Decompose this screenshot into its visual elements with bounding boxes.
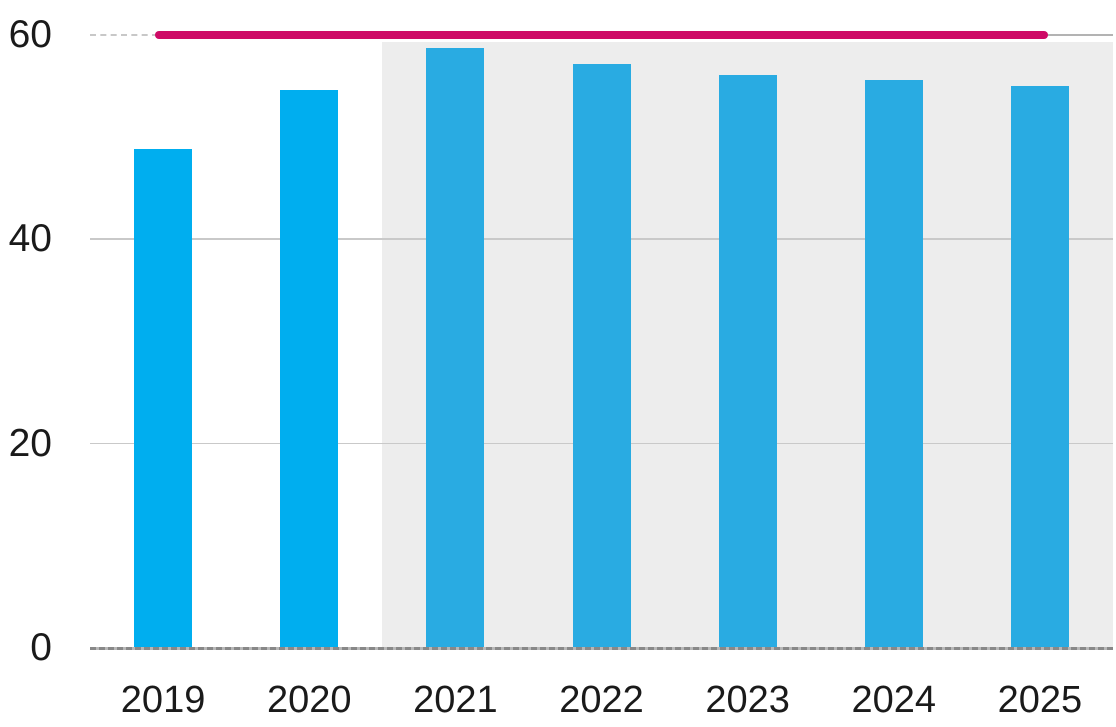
x-tick-label-2023: 2023 (705, 679, 790, 721)
bar-2023 (718, 74, 777, 648)
target-line (155, 31, 1048, 39)
y-tick-label-20: 20 (8, 421, 52, 465)
bar-2024 (864, 79, 923, 648)
bar-2020 (280, 90, 339, 648)
gridline-top-left (90, 34, 158, 36)
x-axis-line (90, 647, 1113, 650)
bar-2021 (426, 48, 485, 648)
x-tick-label-2019: 2019 (120, 679, 206, 721)
x-tick-label-2020: 2020 (266, 679, 352, 721)
gridline-top-right (1047, 34, 1113, 36)
bar-2025 (1010, 86, 1069, 648)
y-tick-label-40: 40 (8, 217, 52, 261)
bar-2019 (134, 149, 193, 648)
x-tick-label-2024: 2024 (851, 679, 937, 721)
y-tick-label-60: 60 (8, 13, 52, 56)
bar-2022 (572, 63, 631, 648)
x-tick-label-2025: 2025 (997, 679, 1083, 721)
x-tick-label-2022: 2022 (559, 679, 644, 721)
x-tick-label-2021: 2021 (413, 679, 498, 721)
y-tick-label-0: 0 (30, 626, 52, 669)
